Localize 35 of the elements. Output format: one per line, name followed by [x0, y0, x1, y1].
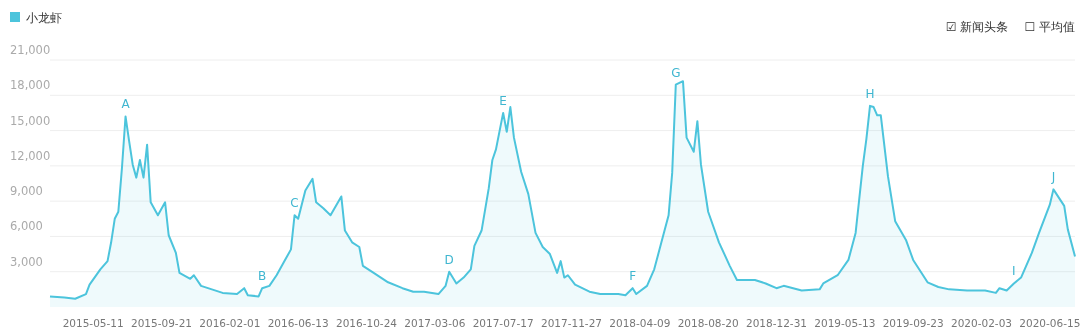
annotation: J: [1050, 170, 1056, 185]
y-tick-label: 18,000: [10, 78, 51, 93]
x-tick-label: 2015-09-21: [130, 317, 193, 329]
annotation: D: [444, 252, 454, 267]
y-tick-label: 3,000: [10, 254, 43, 269]
annotation: H: [865, 86, 875, 101]
y-tick-label: 12,000: [10, 148, 51, 163]
x-tick-label: 2016-06-13: [267, 317, 329, 329]
y-tick-label: 15,000: [10, 113, 51, 128]
x-tick-label: 2018-08-20: [677, 317, 739, 329]
annotation: A: [121, 97, 131, 112]
annotation: E: [499, 93, 507, 108]
x-tick-label: 2016-10-24: [335, 317, 398, 329]
y-tick-label: 21,000: [10, 43, 51, 57]
x-tick-label: 2018-12-31: [745, 317, 808, 329]
annotation: F: [629, 269, 637, 284]
y-tick-label: 9,000: [10, 184, 43, 199]
annotation: G: [671, 65, 681, 80]
text: ☐ 平均值: [1024, 20, 1075, 34]
x-tick-label: 2019-05-13: [814, 317, 876, 329]
x-tick-label: 2020-06-15: [1019, 317, 1080, 329]
x-tick-label: 2017-07-17: [472, 317, 534, 329]
x-tick-label: 2017-11-27: [540, 317, 603, 329]
text: ☑ 新闻头条: [945, 20, 1009, 34]
x-tick-label: 2015-05-11: [62, 317, 124, 329]
legend-label: 小龙虾: [26, 10, 62, 25]
x-tick-label: 2020-02-03: [950, 317, 1013, 329]
x-tick-label: 2016-02-01: [199, 317, 261, 329]
x-tick-label: 2019-09-23: [882, 317, 944, 329]
annotation: I: [1012, 264, 1016, 279]
y-tick-label: 6,000: [10, 219, 43, 234]
x-tick-label: 2017-03-06: [404, 317, 466, 329]
x-tick-label: 2018-04-09: [609, 317, 671, 329]
annotation: C: [290, 196, 299, 211]
annotation: B: [258, 269, 267, 284]
